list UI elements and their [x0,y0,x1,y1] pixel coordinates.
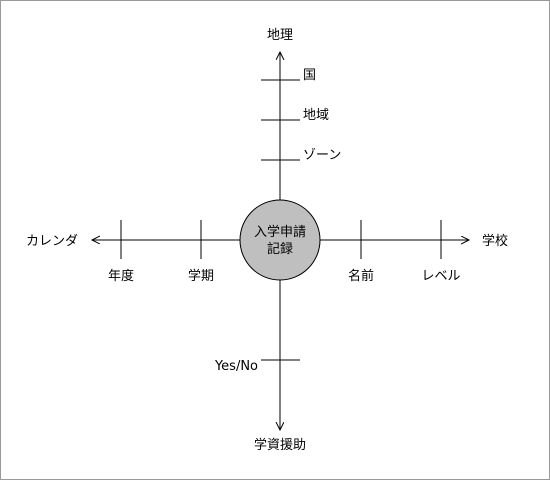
tick-label-left-0: 年度 [108,268,134,284]
tick-label-up-2: ゾーン [303,148,341,163]
tick-label-up-1: 地域 [303,108,329,123]
tick-label-down-0: Yes/No [214,359,258,374]
tick-label-right-0: 名前 [348,268,374,284]
tick-label-up-0: 国 [303,68,316,83]
tick-label-left-1: 学期 [188,268,214,284]
fact-node-line-2: 記録 [267,241,293,257]
axis-right-label: 学校 [482,233,508,249]
fact-node-circle [239,199,321,281]
fact-node-line-1: 入学申請 [254,224,306,240]
axis-down-label: 学資援助 [254,437,306,453]
tick-label-right-1: レベル [421,269,460,284]
axis-up-label: 地理 [267,28,293,43]
axis-left-label: カレンダ [26,234,78,249]
